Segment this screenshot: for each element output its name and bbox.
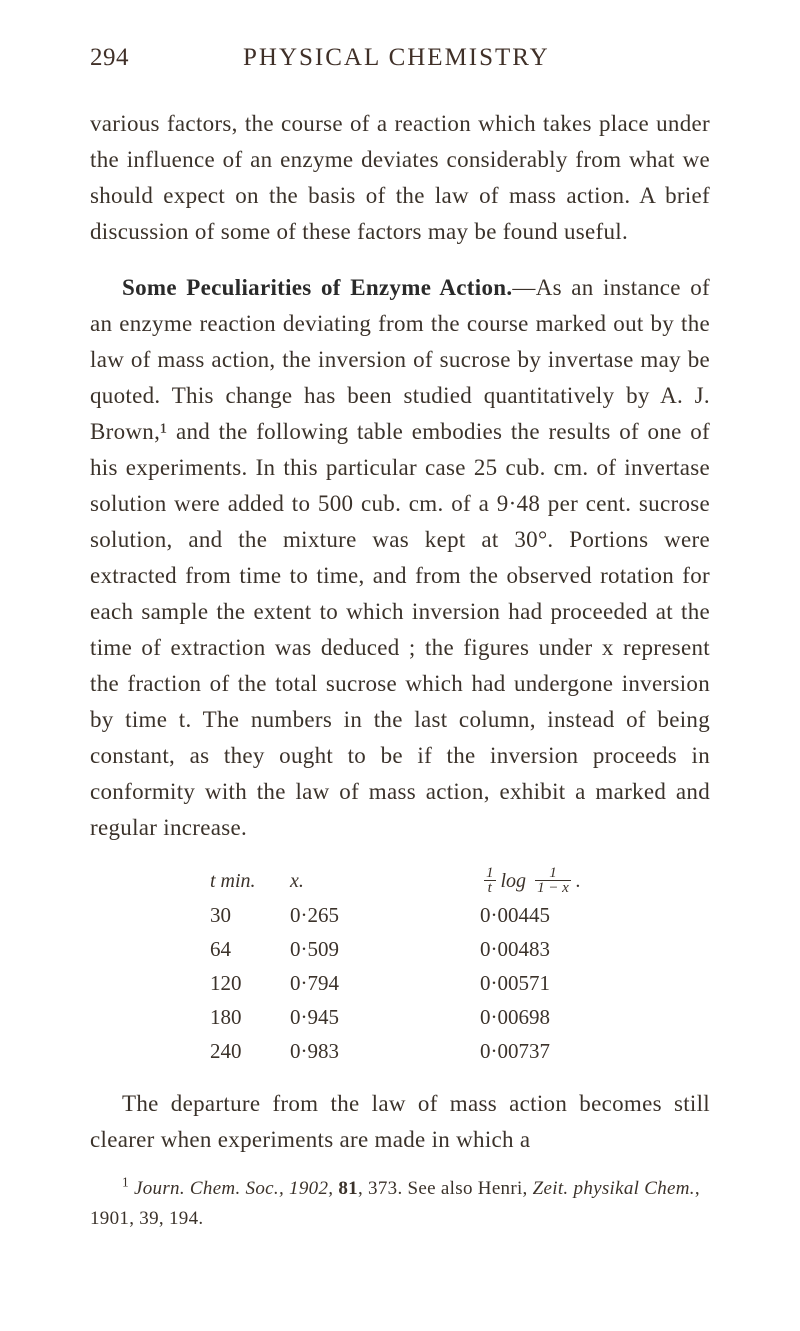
cell-log: 0·00737: [480, 1034, 710, 1068]
inner-frac-den: 1 − x: [535, 881, 571, 895]
table-head-col1: t min.: [90, 864, 290, 898]
cell-x: 0·945: [290, 1000, 480, 1034]
footnote-ital: Zeit. physikal Chem.: [533, 1178, 695, 1199]
page-container: 294 PHYSICAL CHEMISTRY various factors, …: [90, 44, 710, 1253]
inner-frac-num: 1: [535, 866, 571, 881]
paragraph-2-body: —As an in­stance of an enzyme reaction d…: [90, 275, 710, 840]
outer-frac-num: 1: [484, 866, 496, 881]
footnote-text-a: Journ. Chem. Soc., 1902,: [129, 1178, 338, 1199]
cell-t: 180: [90, 1000, 290, 1034]
paragraph-3: The departure from the law of mass actio…: [90, 1086, 710, 1158]
cell-t: 30: [90, 898, 290, 932]
cell-t: 120: [90, 966, 290, 1000]
table-row: 240 0·983 0·00737: [90, 1034, 710, 1068]
cell-log: 0·00445: [480, 898, 710, 932]
footnote: 1 Journ. Chem. Soc., 1902, 81, 373. See …: [90, 1174, 710, 1234]
log-label: log: [501, 870, 527, 892]
footnote-marker: 1: [122, 1175, 129, 1190]
paragraph-1: various factors, the course of a reactio…: [90, 106, 710, 250]
table-head-col1-text: t min.: [210, 870, 256, 892]
page-number: 294: [90, 44, 129, 72]
table-head-col2: x.: [290, 864, 480, 898]
table-head-col2-text: x.: [290, 870, 304, 892]
cell-log: 0·00698: [480, 1000, 710, 1034]
table-row: 30 0·265 0·00445: [90, 898, 710, 932]
cell-t: 64: [90, 932, 290, 966]
cell-t: 240: [90, 1034, 290, 1068]
cell-log: 0·00571: [480, 966, 710, 1000]
section-heading: Some Peculiarities of Enzyme Action.: [122, 275, 512, 300]
cell-x: 0·794: [290, 966, 480, 1000]
outer-fraction: 1 t: [484, 866, 496, 895]
table-row: 180 0·945 0·00698: [90, 1000, 710, 1034]
cell-x: 0·983: [290, 1034, 480, 1068]
table-row: 120 0·794 0·00571: [90, 966, 710, 1000]
table-head-col3: 1 t log 1 1 − x .: [480, 864, 710, 898]
inner-fraction: 1 1 − x: [535, 866, 571, 895]
data-table: t min. x. 1 t log 1 1 − x . 30 0·265 0·0…: [90, 864, 710, 1068]
cell-x: 0·265: [290, 898, 480, 932]
table-header-row: t min. x. 1 t log 1 1 − x .: [90, 864, 710, 898]
running-head: PHYSICAL CHEMISTRY: [243, 44, 550, 72]
footnote-bold: 81: [338, 1178, 358, 1199]
table-row: 64 0·509 0·00483: [90, 932, 710, 966]
cell-x: 0·509: [290, 932, 480, 966]
outer-frac-den: t: [484, 881, 496, 895]
paragraph-2: Some Peculiarities of Enzyme Action.—As …: [90, 270, 710, 846]
cell-log: 0·00483: [480, 932, 710, 966]
footnote-text-b: , 373. See also Henri,: [358, 1178, 533, 1199]
paragraph-gap: [90, 250, 710, 270]
page-header: 294 PHYSICAL CHEMISTRY: [90, 44, 710, 72]
